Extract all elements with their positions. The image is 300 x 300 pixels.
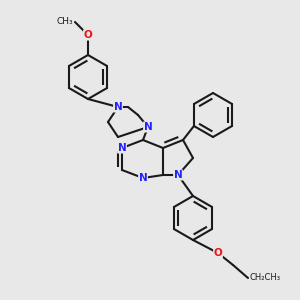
Text: N: N: [118, 143, 126, 153]
Text: CH₂CH₃: CH₂CH₃: [250, 274, 281, 283]
Text: N: N: [174, 170, 182, 180]
Text: O: O: [214, 248, 222, 258]
Text: N: N: [114, 102, 122, 112]
Text: O: O: [84, 30, 92, 40]
Text: CH₃: CH₃: [56, 16, 73, 26]
Text: N: N: [139, 173, 147, 183]
Text: N: N: [144, 122, 152, 132]
